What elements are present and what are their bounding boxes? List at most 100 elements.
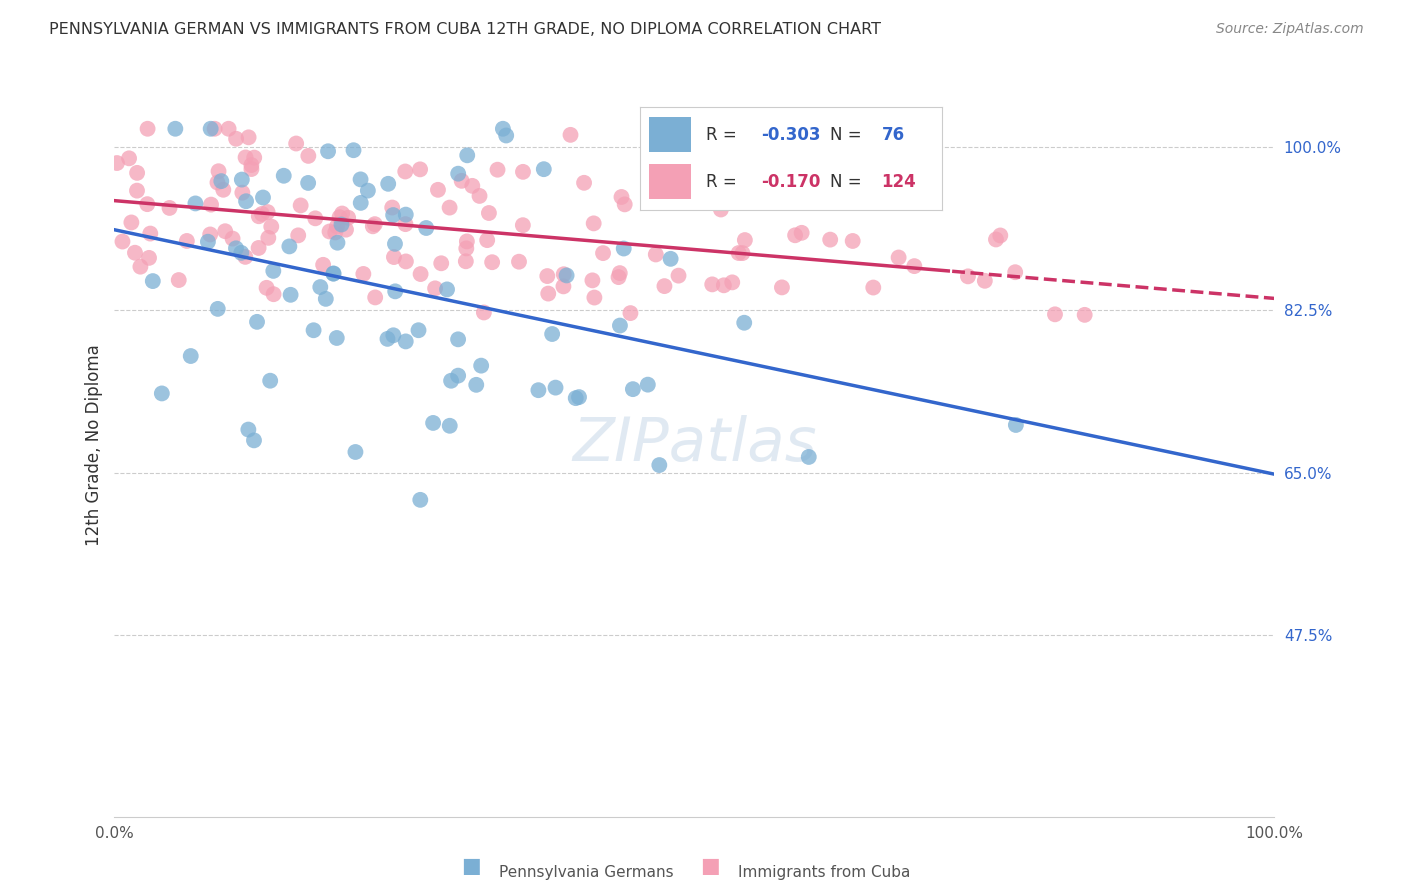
Point <box>231 245 253 260</box>
Point <box>384 285 406 299</box>
Point <box>259 374 281 388</box>
Point <box>124 245 146 260</box>
Point <box>430 256 453 270</box>
Point <box>659 252 682 266</box>
Point <box>415 221 437 235</box>
Point <box>381 201 404 215</box>
Text: Source: ZipAtlas.com: Source: ZipAtlas.com <box>1216 22 1364 37</box>
Point <box>330 206 353 220</box>
Point <box>447 332 470 346</box>
Point <box>207 164 229 178</box>
Point <box>477 233 499 247</box>
Point <box>607 270 630 285</box>
Point <box>382 250 405 264</box>
Point <box>659 149 682 163</box>
Point <box>326 235 349 250</box>
Point <box>512 165 534 179</box>
Point <box>225 241 247 255</box>
Point <box>1043 307 1066 321</box>
Text: R =: R = <box>706 173 742 191</box>
Point <box>536 268 558 283</box>
Point <box>734 233 756 247</box>
Text: PENNSYLVANIA GERMAN VS IMMIGRANTS FROM CUBA 12TH GRADE, NO DIPLOMA CORRELATION C: PENNSYLVANIA GERMAN VS IMMIGRANTS FROM C… <box>49 22 882 37</box>
Point <box>581 273 603 287</box>
Text: ■: ■ <box>461 856 481 876</box>
Point <box>583 291 606 305</box>
Point <box>564 391 586 405</box>
Point <box>238 130 260 145</box>
Point <box>903 259 925 273</box>
Point <box>527 383 550 397</box>
Text: 124: 124 <box>882 173 917 191</box>
Point <box>139 227 162 241</box>
Point <box>243 151 266 165</box>
Point <box>176 234 198 248</box>
Point <box>621 382 644 396</box>
Point <box>337 211 360 225</box>
Point <box>382 328 405 343</box>
Point <box>285 136 308 151</box>
Point <box>887 251 910 265</box>
Point <box>492 121 515 136</box>
Point <box>256 205 278 219</box>
Text: -0.170: -0.170 <box>761 173 820 191</box>
Point <box>384 236 406 251</box>
Point <box>136 197 159 211</box>
Point <box>167 273 190 287</box>
Point <box>733 316 755 330</box>
Point <box>721 276 744 290</box>
Point <box>316 145 339 159</box>
Point <box>785 228 807 243</box>
Point <box>233 250 256 264</box>
Point <box>613 242 636 256</box>
Text: Immigrants from Cuba: Immigrants from Cuba <box>738 865 911 880</box>
Point <box>472 305 495 319</box>
Point <box>263 287 285 301</box>
Point <box>214 224 236 238</box>
Point <box>212 183 235 197</box>
Point <box>533 162 555 177</box>
Point <box>290 198 312 212</box>
Point <box>644 247 666 261</box>
Point <box>138 251 160 265</box>
Point <box>541 326 564 341</box>
Text: 76: 76 <box>882 126 904 144</box>
Point <box>468 189 491 203</box>
Point <box>323 226 346 240</box>
Point <box>731 246 754 260</box>
Point <box>436 282 458 296</box>
Point <box>427 183 450 197</box>
Point <box>461 178 484 193</box>
Point <box>481 255 503 269</box>
Point <box>1005 417 1028 432</box>
Point <box>956 269 979 284</box>
Point <box>654 279 676 293</box>
Point <box>394 217 416 231</box>
Point <box>118 151 141 165</box>
Point <box>243 434 266 448</box>
Point <box>280 287 302 301</box>
Text: -0.303: -0.303 <box>761 126 820 144</box>
Point <box>486 162 509 177</box>
Point <box>619 306 641 320</box>
Point <box>408 323 430 337</box>
Point <box>555 268 578 283</box>
Point <box>246 315 269 329</box>
Point <box>273 169 295 183</box>
Text: N =: N = <box>830 126 868 144</box>
Point <box>322 267 344 281</box>
Point <box>225 132 247 146</box>
Point <box>553 279 575 293</box>
Point <box>984 232 1007 246</box>
Point <box>790 226 813 240</box>
Point <box>105 156 128 170</box>
Point <box>377 332 399 346</box>
Point <box>350 195 373 210</box>
Point <box>111 235 134 249</box>
Y-axis label: 12th Grade, No Diploma: 12th Grade, No Diploma <box>86 344 103 546</box>
Point <box>572 176 595 190</box>
Point <box>409 492 432 507</box>
Text: R =: R = <box>706 126 742 144</box>
Point <box>235 194 257 209</box>
Point <box>361 219 384 234</box>
